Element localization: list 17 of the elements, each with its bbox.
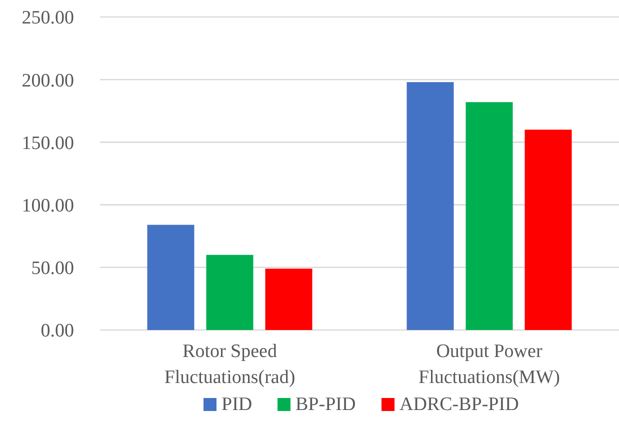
bar bbox=[265, 268, 312, 330]
y-tick-label: 0.00 bbox=[40, 320, 74, 342]
x-tick-label: Output Power Fluctuations(MW) bbox=[418, 341, 560, 388]
bar bbox=[147, 224, 194, 330]
x-tick-label: Rotor Speed Fluctuations(rad) bbox=[164, 341, 296, 388]
legend-label: PID bbox=[222, 394, 252, 415]
bar bbox=[206, 254, 254, 330]
bar bbox=[524, 130, 572, 330]
legend-label: ADRC-BP-PID bbox=[400, 394, 519, 415]
bar bbox=[466, 102, 513, 330]
y-tick-label: 150.00 bbox=[22, 132, 74, 154]
legend-label: BP-PID bbox=[296, 394, 356, 415]
y-tick-label: 100.00 bbox=[22, 195, 74, 216]
bar bbox=[406, 82, 454, 330]
y-tick-label: 50.00 bbox=[31, 258, 74, 280]
y-tick-label: 250.00 bbox=[22, 8, 74, 29]
y-tick-label: 200.00 bbox=[22, 70, 74, 92]
